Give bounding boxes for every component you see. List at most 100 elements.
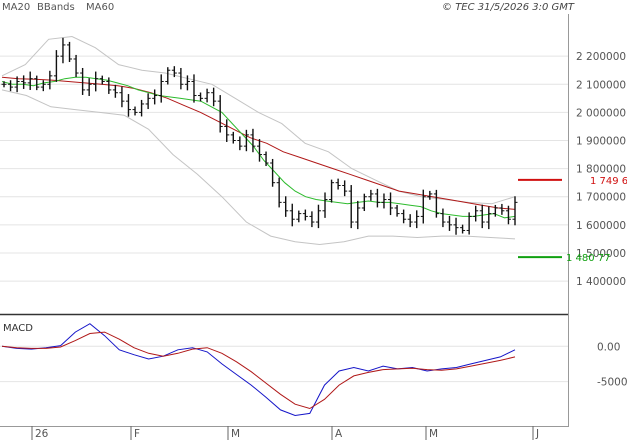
ohlc-bar <box>407 214 413 228</box>
price-axis-labels: 2 200000 2 100000 2 000000 1 900000 1 800000… <box>576 51 626 288</box>
ohlc-bar <box>374 188 380 208</box>
ohlc-bar <box>433 189 439 218</box>
ohlc-bar <box>237 136 243 151</box>
price-tick-label: 1 900000 <box>576 136 626 148</box>
ohlc-bar <box>486 206 492 230</box>
ohlc-bar <box>512 196 518 226</box>
ohlc-bar <box>1 81 7 88</box>
ohlc-bar <box>60 37 66 64</box>
ohlc-bar <box>355 200 361 230</box>
price-tick-label: 1 500000 <box>576 248 626 260</box>
ohlc-bar <box>296 210 302 223</box>
time-tick-label: F <box>134 428 140 440</box>
ohlc-bar <box>492 204 498 217</box>
ohlc-bar <box>276 177 282 208</box>
ohlc-bar <box>34 75 40 91</box>
time-tick-label: 26 <box>35 428 49 440</box>
ohlc-bar <box>427 190 433 200</box>
legend-ma60: MA60 <box>86 2 114 13</box>
copyright-text: © TEC 31/5/2026 3:0 GMT <box>442 2 575 13</box>
level-label: 1 749 6 <box>590 176 627 187</box>
ohlc-bar <box>171 66 177 78</box>
ohlc-bar <box>270 158 276 187</box>
ohlc-bar <box>283 196 289 217</box>
ohlc-bar <box>53 50 59 82</box>
ohlc-bar <box>99 75 105 85</box>
ohlc-bar <box>361 193 367 212</box>
macd-gridlines <box>0 345 568 383</box>
macd-tick-label: 0.00 <box>597 341 620 353</box>
ohlc-bar <box>414 210 420 229</box>
ohlc-bar <box>315 204 321 229</box>
ohlc-bar <box>27 71 33 90</box>
ohlc-series <box>1 37 518 235</box>
macd-line-macd <box>1 323 516 417</box>
ohlc-bar <box>230 131 236 144</box>
time-tick-label: A <box>335 428 343 440</box>
ohlc-bar <box>184 75 190 91</box>
ohlc-bar <box>479 204 485 229</box>
level-label: 1 480 77 <box>566 253 611 264</box>
ohlc-bar <box>165 67 171 85</box>
ohlc-bar <box>394 204 400 217</box>
ohlc-bar <box>86 78 92 96</box>
ohlc-bar <box>289 203 295 227</box>
price-tick-label: 1 400000 <box>576 276 626 288</box>
ohlc-bar <box>505 205 511 225</box>
ohlc-bar <box>217 95 223 133</box>
macd-line-signal <box>1 331 516 410</box>
ohlc-bar <box>388 192 394 216</box>
time-axis-labels: 26 F M A M J <box>31 426 539 440</box>
price-tick-label: 2 000000 <box>576 107 626 119</box>
ohlc-bar <box>21 75 27 89</box>
ohlc-bar <box>322 192 328 218</box>
ohlc-bar <box>243 129 249 152</box>
ohlc-bar <box>112 84 118 98</box>
macd-axis-labels: 0.00 -50000 <box>597 341 627 388</box>
price-tick-label: 1 800000 <box>576 164 626 176</box>
ohlc-bar <box>119 86 125 108</box>
ohlc-bar <box>420 189 426 224</box>
ohlc-bar <box>8 80 14 92</box>
price-tick-label: 2 100000 <box>576 79 626 91</box>
price-tick-label: 1 700000 <box>576 192 626 204</box>
ohlc-bar <box>466 212 472 235</box>
ohlc-bar <box>309 211 315 228</box>
price-tick-label: 1 600000 <box>576 220 626 232</box>
ohlc-bar <box>329 179 335 203</box>
ohlc-bar <box>145 93 151 110</box>
ohlc-bar <box>152 89 158 105</box>
price-levels: 1 749 6 1 480 77 <box>518 176 627 264</box>
time-tick-label: J <box>535 428 539 440</box>
ohlc-bar <box>473 205 479 222</box>
ohlc-bar <box>40 80 46 92</box>
ohlc-bar <box>381 193 387 209</box>
ohlc-bar <box>302 209 308 221</box>
macd-tick-label: -50000 <box>597 377 627 389</box>
ohlc-bar <box>191 74 197 103</box>
price-gridlines <box>0 55 568 282</box>
ohlc-bar <box>368 189 374 201</box>
ohlc-bar <box>348 185 354 229</box>
ohlc-bar <box>80 67 86 95</box>
macd-series <box>1 323 516 417</box>
macd-title: MACD <box>3 323 33 334</box>
ohlc-bar <box>198 92 204 102</box>
time-tick-label: M <box>429 428 438 440</box>
ohlc-bar <box>250 128 256 153</box>
ohlc-bar <box>499 203 505 215</box>
ohlc-bar <box>125 94 131 117</box>
legend-ma20: MA20 <box>2 2 30 13</box>
price-tick-label: 2 200000 <box>576 51 626 63</box>
ohlc-bar <box>401 209 407 224</box>
ohlc-bar <box>132 106 138 116</box>
ohlc-bar <box>204 88 210 103</box>
ohlc-bar <box>224 119 230 142</box>
ohlc-bar <box>342 180 348 197</box>
ohlc-bar <box>460 224 466 234</box>
ohlc-bar <box>446 215 452 231</box>
ohlc-bar <box>67 41 73 63</box>
ohlc-bar <box>93 71 99 92</box>
ohlc-bar <box>14 76 20 93</box>
